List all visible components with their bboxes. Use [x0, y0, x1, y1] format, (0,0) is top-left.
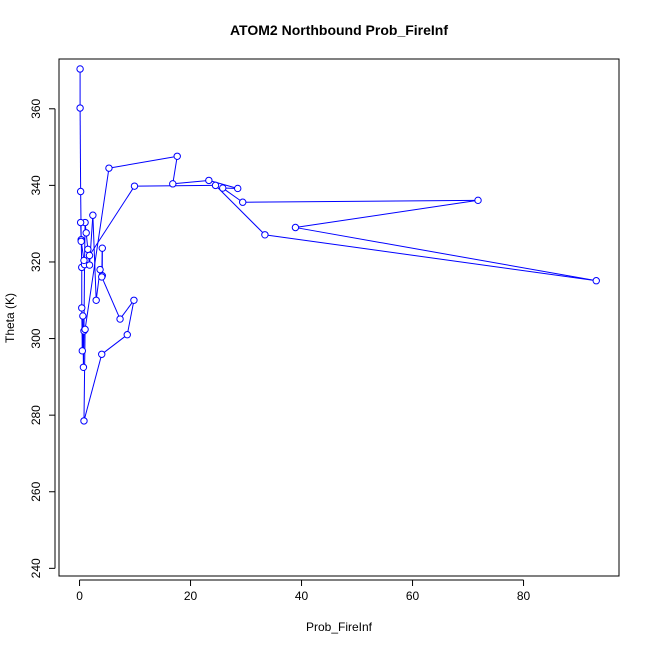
data-point — [85, 251, 94, 260]
series-line-segment — [172, 159, 178, 181]
data-point — [130, 182, 139, 190]
series-line-segment — [245, 199, 475, 203]
series-line-segment — [112, 156, 175, 169]
data-point — [261, 231, 269, 239]
data-point — [78, 347, 87, 355]
data-point — [474, 196, 482, 205]
data-point — [89, 211, 97, 219]
x-tick-label: 80 — [517, 589, 531, 603]
data-point — [105, 164, 113, 172]
data-point — [76, 104, 84, 112]
series-line-segment — [79, 111, 82, 189]
data-point — [76, 65, 84, 73]
data-point — [130, 296, 138, 304]
data-point — [173, 152, 181, 160]
y-tick-label: 340 — [29, 175, 43, 195]
data-point — [592, 277, 600, 285]
data-point — [169, 180, 177, 188]
y-axis: 240 260 280 300 320 340 360 — [29, 98, 56, 578]
x-axis: 0 20 40 60 80 — [76, 579, 531, 603]
data-point — [239, 198, 247, 206]
series-line-segment — [103, 336, 126, 353]
data-point — [80, 417, 88, 425]
data-point — [96, 265, 104, 274]
y-tick-label: 320 — [29, 252, 43, 272]
data-point — [81, 325, 89, 334]
data-point — [123, 331, 131, 339]
data-point — [79, 363, 88, 371]
series-line-segment — [298, 200, 475, 228]
data-point — [219, 184, 227, 192]
series-line-segment — [298, 227, 594, 281]
series-line-segment — [81, 244, 85, 258]
data-point — [77, 237, 85, 245]
data-point — [291, 223, 300, 232]
data-point — [98, 350, 106, 358]
y-tick-label: 280 — [29, 405, 43, 425]
data-point — [98, 273, 106, 281]
data-point — [234, 184, 242, 193]
data-point — [92, 296, 100, 304]
data-point — [80, 256, 88, 265]
series-line-segment — [92, 218, 97, 298]
series-line-segment — [225, 189, 241, 201]
data-point — [85, 261, 94, 269]
data-point — [211, 181, 220, 190]
x-tick-label: 0 — [76, 589, 83, 603]
data-point — [98, 244, 106, 252]
series-line-segment — [83, 332, 86, 418]
data-point — [82, 229, 90, 237]
series-line-segment — [84, 357, 102, 418]
series-line-segment — [85, 171, 109, 327]
data-point — [76, 218, 85, 227]
y-tick-label: 360 — [29, 98, 43, 118]
y-tick-label: 300 — [29, 328, 43, 348]
series-line-segment — [121, 302, 133, 317]
y-tick-label: 240 — [29, 558, 43, 578]
data-point — [116, 315, 124, 323]
series-line-segment — [175, 180, 206, 185]
y-axis-label: Theta (K) — [3, 293, 17, 343]
chart-title: ATOM2 Northbound Prob_FireInf — [230, 22, 448, 38]
data-point — [78, 304, 86, 312]
data-point — [205, 176, 213, 185]
data-point — [84, 245, 92, 254]
series-line-segment — [127, 303, 134, 332]
series-line-segment — [86, 235, 89, 247]
y-tick-label: 260 — [29, 481, 43, 501]
series-line-segment — [217, 187, 263, 233]
data-point — [76, 187, 85, 196]
series-group — [76, 65, 600, 425]
data-point — [79, 312, 87, 320]
series-line-segment — [102, 279, 120, 317]
series-line-segment — [90, 188, 134, 254]
x-tick-label: 40 — [295, 589, 309, 603]
x-axis-label: Prob_FireInf — [306, 620, 373, 634]
series-line-segment — [268, 234, 594, 281]
x-tick-label: 60 — [406, 589, 420, 603]
x-tick-label: 20 — [184, 589, 198, 603]
plot-frame — [58, 58, 620, 577]
